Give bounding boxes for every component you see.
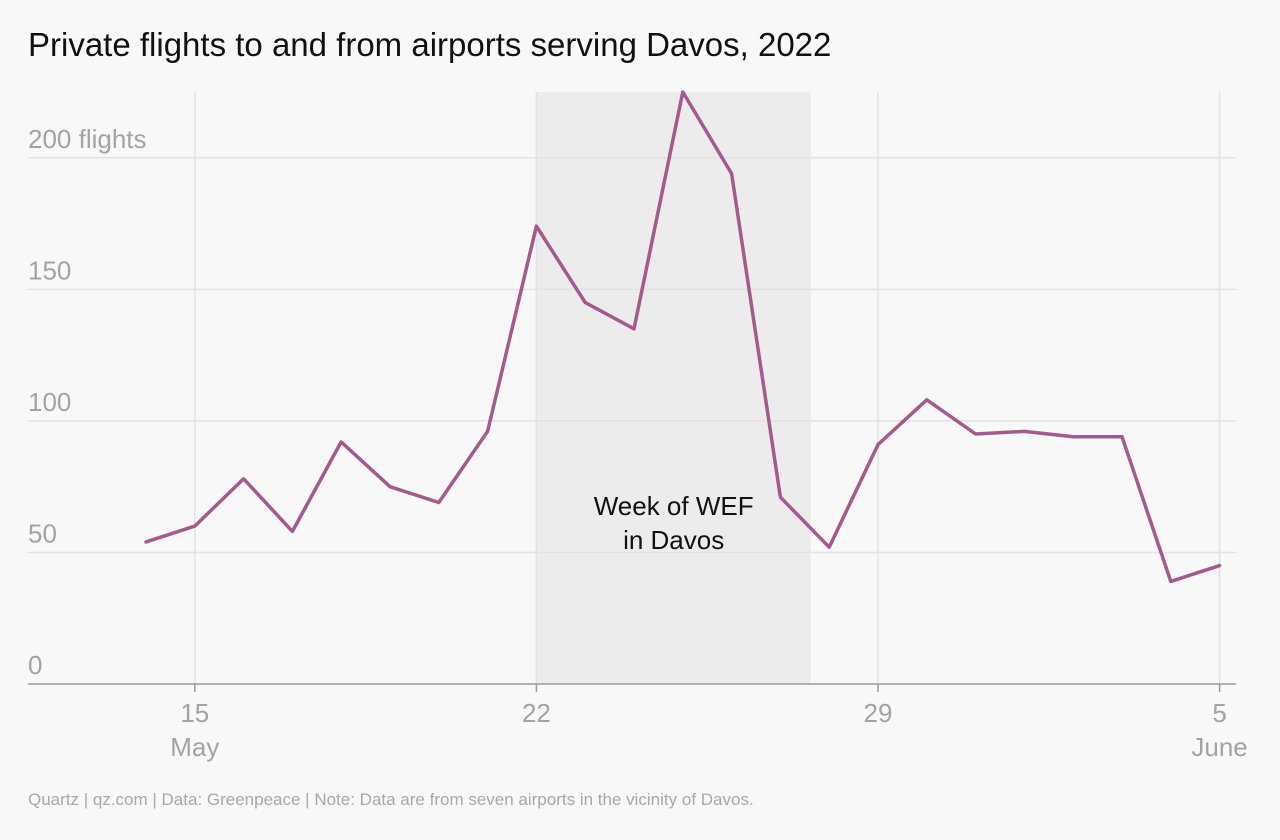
x-tick-sublabel: May bbox=[170, 732, 219, 762]
wef-week-shading bbox=[536, 92, 811, 684]
y-tick-label: 150 bbox=[28, 255, 71, 285]
x-tick-label: 22 bbox=[522, 698, 551, 728]
y-tick-label: 50 bbox=[28, 518, 57, 548]
x-tick-label: 15 bbox=[180, 698, 209, 728]
wef-annotation-line: in Davos bbox=[623, 525, 724, 555]
wef-annotation-line: Week of WEF bbox=[594, 491, 754, 521]
y-tick-label: 0 bbox=[28, 650, 42, 680]
y-tick-label: 200 flights bbox=[28, 124, 147, 154]
grid-layer bbox=[28, 92, 1236, 684]
shaded-region-layer bbox=[536, 92, 811, 684]
y-tick-label: 100 bbox=[28, 387, 71, 417]
x-tick-label: 5 bbox=[1212, 698, 1226, 728]
axis-layer bbox=[28, 683, 1236, 692]
x-tick-label: 29 bbox=[864, 698, 893, 728]
label-layer: 0 50 100 150 200 flights 15 May 22 29 5 June Week o… bbox=[28, 124, 1248, 762]
chart-title: Private flights to and from airports ser… bbox=[28, 26, 832, 63]
x-tick-sublabel: June bbox=[1191, 732, 1247, 762]
line-layer bbox=[144, 90, 1222, 584]
footer-note: Quartz | qz.com | Data: Greenpeace | Not… bbox=[28, 790, 754, 809]
